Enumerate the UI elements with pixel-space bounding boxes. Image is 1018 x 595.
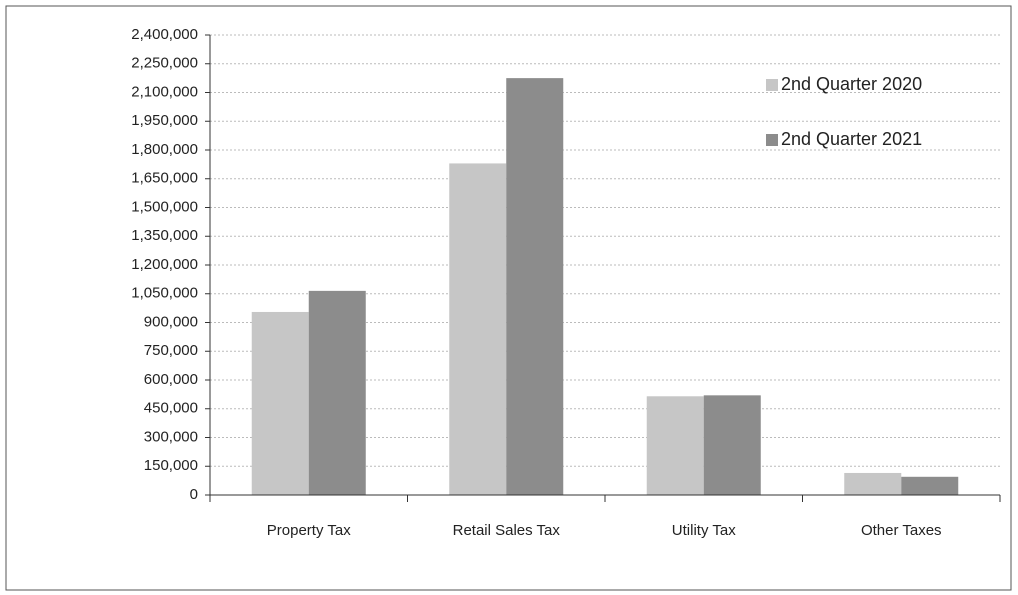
- x-tick-label: Retail Sales Tax: [453, 522, 561, 539]
- y-tick-label: 1,800,000: [131, 141, 198, 158]
- bar: [703, 395, 761, 495]
- x-tick-label: Other Taxes: [861, 522, 942, 539]
- y-tick-label: 1,650,000: [131, 170, 198, 187]
- y-tick-label: 2,400,000: [131, 26, 198, 43]
- bar: [506, 78, 564, 495]
- bar: [844, 472, 902, 495]
- bar: [646, 396, 704, 495]
- legend-swatch: [766, 79, 778, 91]
- y-tick-label: 2,100,000: [131, 83, 198, 100]
- y-tick-label: 150,000: [144, 457, 198, 474]
- y-tick-label: 0: [190, 486, 198, 503]
- x-tick-label: Utility Tax: [672, 522, 736, 539]
- y-tick-label: 300,000: [144, 428, 198, 445]
- legend-swatch: [766, 134, 778, 146]
- y-tick-label: 1,050,000: [131, 285, 198, 302]
- y-tick-label: 1,950,000: [131, 112, 198, 129]
- y-tick-label: 900,000: [144, 313, 198, 330]
- y-tick-label: 1,200,000: [131, 256, 198, 273]
- bar: [901, 476, 959, 495]
- bar: [251, 311, 309, 495]
- y-tick-label: 1,350,000: [131, 227, 198, 244]
- y-tick-label: 600,000: [144, 371, 198, 388]
- x-tick-label: Property Tax: [267, 522, 351, 539]
- legend-label: 2nd Quarter 2020: [781, 74, 922, 94]
- bar: [449, 163, 507, 495]
- y-tick-label: 750,000: [144, 342, 198, 359]
- y-tick-label: 450,000: [144, 400, 198, 417]
- legend-label: 2nd Quarter 2021: [781, 129, 922, 149]
- bar: [308, 290, 366, 495]
- y-tick-label: 1,500,000: [131, 198, 198, 215]
- y-tick-label: 2,250,000: [131, 55, 198, 72]
